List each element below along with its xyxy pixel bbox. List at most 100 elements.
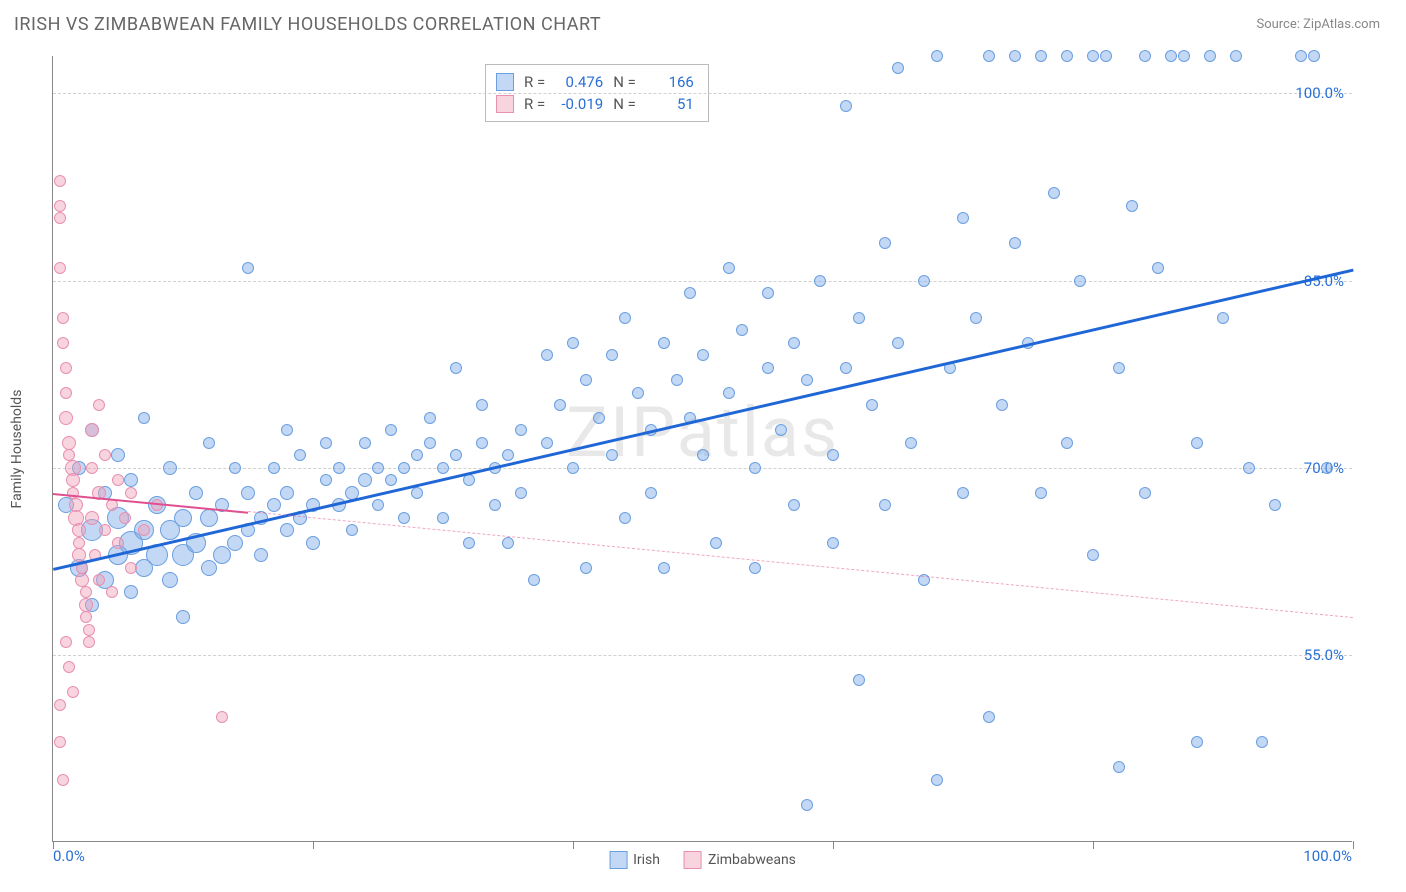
- data-point-irish: [385, 474, 397, 486]
- data-point-irish: [372, 499, 384, 511]
- data-point-zimbabwean: [216, 711, 228, 723]
- data-point-zimbabwean: [85, 423, 99, 437]
- data-point-irish: [1295, 50, 1307, 62]
- data-point-irish: [476, 437, 488, 449]
- data-point-irish: [762, 287, 774, 299]
- data-point-zimbabwean: [54, 200, 66, 212]
- legend-item-irish: Irish: [609, 851, 660, 869]
- y-tick-label: 100.0%: [1295, 84, 1344, 102]
- data-point-zimbabwean: [54, 699, 66, 711]
- data-point-irish: [1243, 462, 1255, 474]
- legend-bottom: Irish Zimbabweans: [609, 851, 796, 869]
- gridline: [53, 468, 1352, 469]
- data-point-irish: [213, 546, 231, 564]
- data-point-zimbabwean: [80, 586, 92, 598]
- data-point-irish: [1321, 462, 1333, 474]
- data-point-irish: [567, 337, 579, 349]
- data-point-irish: [450, 362, 462, 374]
- stats-n-label: N =: [613, 71, 636, 93]
- data-point-irish: [424, 437, 436, 449]
- stats-r-label: R =: [524, 71, 545, 93]
- data-point-zimbabwean: [60, 636, 72, 648]
- data-point-irish: [227, 535, 243, 551]
- data-point-irish: [280, 523, 294, 537]
- data-point-zimbabwean: [54, 736, 66, 748]
- data-point-irish: [879, 237, 891, 249]
- data-point-irish: [658, 562, 670, 574]
- source-label: Source: ZipAtlas.com: [1256, 17, 1380, 32]
- gridline: [53, 655, 1352, 656]
- data-point-irish: [176, 610, 190, 624]
- data-point-irish: [931, 50, 943, 62]
- data-point-irish: [437, 462, 449, 474]
- data-point-irish: [306, 536, 320, 550]
- data-point-zimbabwean: [93, 574, 105, 586]
- data-point-irish: [515, 424, 527, 436]
- x-tick-label: 100.0%: [1303, 847, 1352, 865]
- data-point-irish: [174, 509, 192, 527]
- data-point-irish: [398, 512, 410, 524]
- data-point-irish: [632, 387, 644, 399]
- data-point-irish: [684, 287, 696, 299]
- data-point-irish: [1139, 487, 1151, 499]
- swatch-irish: [609, 851, 627, 869]
- data-point-irish: [320, 437, 332, 449]
- scatter-chart: Family Households ZIPatlas R = 0.476 N =…: [52, 56, 1352, 842]
- data-point-irish: [645, 487, 657, 499]
- data-point-irish: [254, 548, 268, 562]
- data-point-zimbabwean: [125, 562, 137, 574]
- data-point-irish: [801, 799, 813, 811]
- data-point-irish: [1087, 549, 1099, 561]
- data-point-irish: [502, 537, 514, 549]
- data-point-irish: [1178, 50, 1190, 62]
- data-point-irish: [1061, 437, 1073, 449]
- data-point-irish: [658, 337, 670, 349]
- data-point-irish: [189, 486, 203, 500]
- data-point-irish: [996, 399, 1008, 411]
- stats-r-value-irish: 0.476: [555, 71, 603, 93]
- data-point-irish: [359, 437, 371, 449]
- data-point-irish: [385, 424, 397, 436]
- trend-line: [248, 511, 1353, 618]
- data-point-irish: [1087, 50, 1099, 62]
- data-point-irish: [320, 474, 332, 486]
- data-point-irish: [241, 486, 255, 500]
- data-point-irish: [892, 337, 904, 349]
- data-point-irish: [580, 374, 592, 386]
- data-point-irish: [1217, 312, 1229, 324]
- x-tick-label: 0.0%: [53, 847, 85, 865]
- data-point-zimbabwean: [80, 611, 92, 623]
- data-point-irish: [1165, 50, 1177, 62]
- data-point-zimbabwean: [112, 537, 124, 549]
- data-point-irish: [619, 312, 631, 324]
- legend-label-zimbabweans: Zimbabweans: [708, 852, 796, 868]
- data-point-irish: [1100, 50, 1112, 62]
- data-point-irish: [138, 412, 150, 424]
- data-point-irish: [229, 462, 241, 474]
- data-point-zimbabwean: [60, 387, 72, 399]
- data-point-zimbabwean: [79, 598, 93, 612]
- data-point-irish: [111, 448, 125, 462]
- data-point-irish: [1269, 499, 1281, 511]
- data-point-irish: [983, 50, 995, 62]
- data-point-zimbabwean: [75, 573, 89, 587]
- watermark-text: ZIPatlas: [566, 392, 839, 474]
- data-point-irish: [267, 498, 281, 512]
- data-point-irish: [983, 711, 995, 723]
- data-point-irish: [411, 487, 423, 499]
- data-point-irish: [1139, 50, 1151, 62]
- data-point-irish: [476, 399, 488, 411]
- data-point-zimbabwean: [138, 524, 150, 536]
- data-point-irish: [358, 473, 372, 487]
- data-point-irish: [1048, 187, 1060, 199]
- data-point-zimbabwean: [54, 212, 66, 224]
- stats-r-value-zimb: -0.019: [555, 93, 603, 115]
- data-point-zimbabwean: [85, 511, 99, 525]
- data-point-zimbabwean: [62, 436, 76, 450]
- x-tick: [1093, 841, 1094, 849]
- data-point-irish: [723, 262, 735, 274]
- x-tick: [833, 841, 834, 849]
- data-point-irish: [801, 374, 813, 386]
- data-point-irish: [1230, 50, 1242, 62]
- data-point-zimbabwean: [57, 312, 69, 324]
